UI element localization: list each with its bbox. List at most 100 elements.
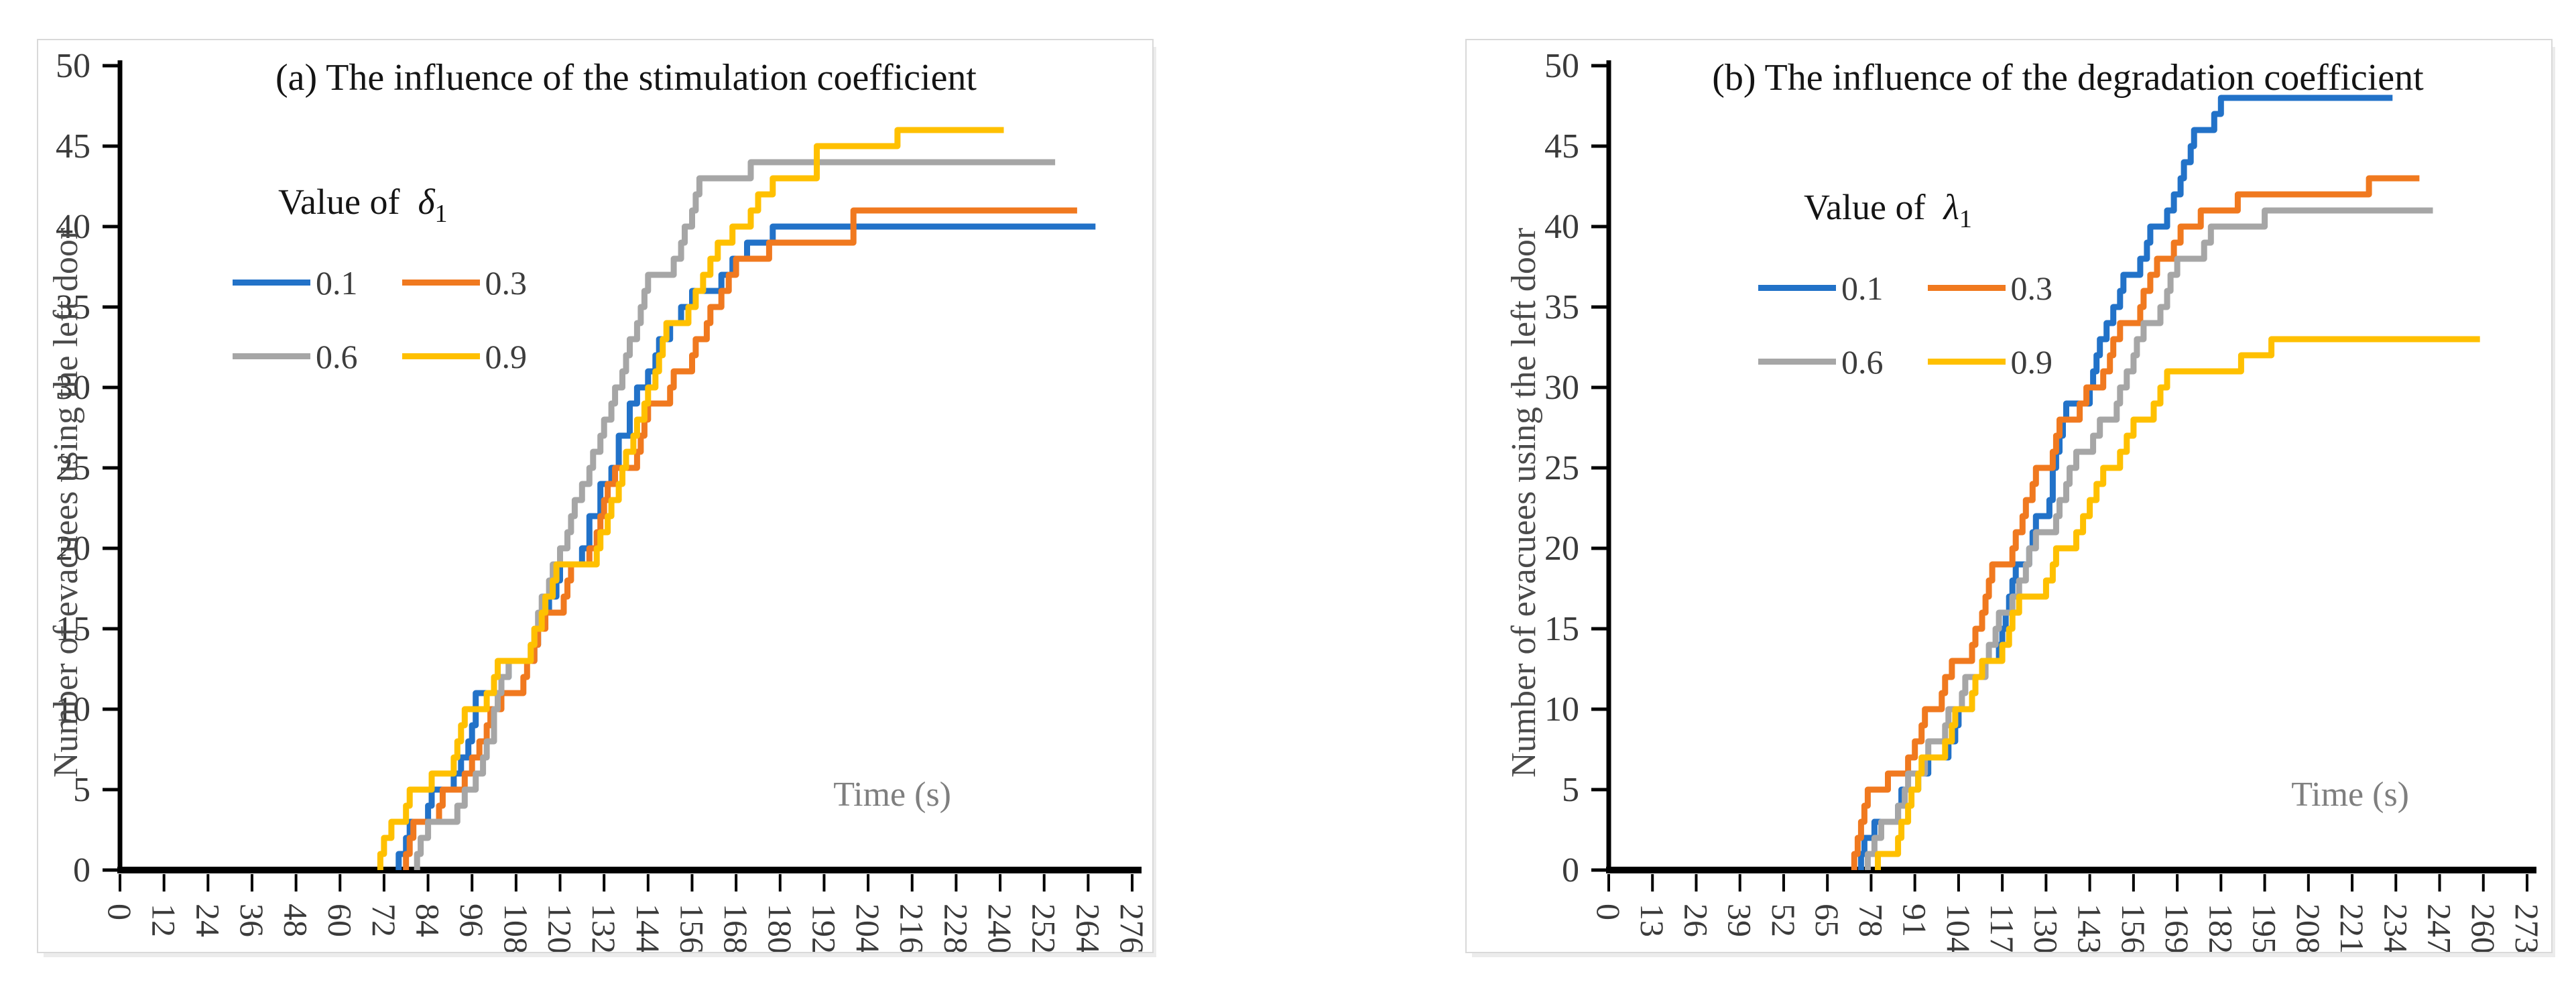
- legend-grid-a: 0.1 0.3 0.6 0.9: [233, 263, 527, 376]
- x-tick-label: 39: [1721, 904, 1759, 937]
- x-tick-label: 204: [849, 904, 887, 952]
- y-tick-label: 15: [1544, 610, 1579, 648]
- x-tick-label: 91: [1896, 904, 1934, 937]
- x-tick-label: 13: [1634, 904, 1671, 937]
- lambda-symbol: λ: [1943, 187, 1959, 227]
- y-tick-label: 50: [1544, 47, 1579, 85]
- y-tick-label: 0: [73, 851, 90, 889]
- x-tick-label: 228: [937, 904, 975, 952]
- legend-swatch-b-0.1: [1758, 285, 1836, 292]
- y-tick-label: 25: [1544, 449, 1579, 487]
- x-axis-label-b: Time (s): [2291, 776, 2409, 814]
- legend-grid-b: 0.1 0.3 0.6 0.9: [1758, 269, 2052, 381]
- legend-label-a-0.6: 0.6: [316, 337, 358, 375]
- y-axis-title-b: Number of evacuees using the left door: [1505, 227, 1543, 778]
- y-axis-title-a: Number of evacuees using the left door: [47, 227, 85, 778]
- x-tick-label: 144: [629, 904, 667, 952]
- x-tick-label: 156: [673, 904, 711, 952]
- delta-symbol: δ: [418, 182, 435, 222]
- y-tick-label: 5: [1562, 771, 1579, 809]
- legend-item-a-0.9: 0.9: [402, 337, 527, 376]
- legend-label-a-0.1: 0.1: [316, 263, 358, 302]
- x-tick-label: 192: [805, 904, 843, 952]
- x-tick-label: 216: [894, 904, 931, 952]
- legend-label-b-0.1: 0.1: [1841, 269, 1884, 307]
- x-tick-label: 260: [2465, 904, 2502, 952]
- legend-title-b: Value of λ1: [1804, 187, 1972, 233]
- x-tick-label: 252: [1026, 904, 1063, 952]
- legend-item-b-0.3: 0.3: [1927, 269, 2053, 308]
- x-axis-label-a: Time (s): [833, 776, 951, 814]
- legend-swatch-a-0.3: [402, 280, 480, 286]
- x-tick-label: 156: [2115, 904, 2152, 952]
- legend-swatch-a-0.1: [233, 280, 310, 286]
- series-line-0.3: [1851, 175, 2420, 870]
- x-tick-label: 65: [1808, 904, 1846, 937]
- x-tick-label: 60: [321, 904, 359, 937]
- x-tick-label: 276: [1113, 904, 1151, 952]
- legend-item-b-0.1: 0.1: [1758, 269, 1884, 308]
- x-tick-label: 120: [542, 904, 579, 952]
- x-tick-label: 108: [497, 904, 535, 952]
- legend-label-b-0.9: 0.9: [2010, 343, 2053, 381]
- legend-label-b-0.3: 0.3: [2010, 269, 2053, 307]
- legend-swatch-b-0.9: [1927, 359, 2006, 365]
- chart-panel-b: 0 5 10 15 20 25 30 35 40 45 50 0 13 26 39 52 65 78 91 104 11…: [1465, 39, 2553, 953]
- y-tick-label: 45: [1544, 127, 1579, 166]
- series-line-0.9: [1875, 336, 2480, 870]
- x-tick-label: 96: [453, 904, 491, 937]
- x-tick-label: 132: [585, 904, 623, 952]
- x-tick-label: 195: [2246, 904, 2284, 952]
- y-tick-label: 10: [56, 690, 90, 729]
- legend-swatch-b-0.6: [1758, 359, 1836, 365]
- y-tick-label: 30: [1544, 369, 1579, 407]
- y-tick-label: 40: [56, 208, 90, 246]
- y-tick-label: 10: [1544, 690, 1579, 729]
- legend-item-b-0.6: 0.6: [1758, 343, 1884, 381]
- x-tick-label: 0: [1590, 904, 1628, 920]
- y-tick-label: 0: [1562, 851, 1579, 889]
- chart-plot-a: 0 5 10 15 20 25 30 35 40 45 50 0 12 24 36 48 60 72 84 96 108…: [56, 47, 1151, 952]
- legend-item-a-0.1: 0.1: [233, 263, 358, 302]
- x-tick-label: 273: [2508, 904, 2546, 952]
- x-tick-label: 143: [2071, 904, 2109, 952]
- y-tick-label: 25: [56, 449, 90, 487]
- x-tick-label: 72: [365, 904, 403, 937]
- chart-plot-b: 0 5 10 15 20 25 30 35 40 45 50 0 13 26 39 52 65 78 91 104 11…: [1544, 47, 2546, 952]
- x-tick-label: 130: [2027, 904, 2065, 952]
- y-tick-label: 20: [1544, 530, 1579, 568]
- y-tick-label: 45: [56, 127, 90, 166]
- legend-item-b-0.9: 0.9: [1927, 343, 2053, 381]
- x-tick-label: 12: [145, 904, 183, 937]
- x-tick-label: 182: [2202, 904, 2240, 952]
- y-tick-label: 35: [56, 288, 90, 326]
- y-tick-label: 20: [56, 530, 90, 568]
- x-tick-label: 180: [761, 904, 799, 952]
- y-tick-label: 35: [1544, 288, 1579, 326]
- x-tick-label: 169: [2158, 904, 2196, 952]
- x-tick-label: 168: [717, 904, 755, 952]
- y-tick-label: 15: [56, 610, 90, 648]
- chart-title-a: (a) The influence of the stimulation coe…: [275, 57, 977, 99]
- x-tick-label: 78: [1852, 904, 1890, 937]
- x-tick-label: 221: [2333, 904, 2371, 952]
- chart-panel-a: 0 5 10 15 20 25 30 35 40 45 50 0 12 24 36 48 60 72 84 96 108…: [37, 39, 1154, 953]
- x-tick-label: 234: [2377, 904, 2414, 952]
- x-tick-label: 247: [2421, 904, 2459, 952]
- x-tick-label: 208: [2290, 904, 2327, 952]
- legend-a: Value of δ1 0.1 0.3 0.6 0.9: [233, 181, 527, 376]
- y-tick-label: 50: [56, 47, 90, 85]
- x-tick-label: 264: [1069, 904, 1107, 952]
- x-tick-label: 0: [101, 904, 139, 920]
- x-tick-label: 52: [1765, 904, 1802, 937]
- legend-swatch-a-0.9: [402, 353, 480, 360]
- x-tick-label: 26: [1677, 904, 1715, 937]
- legend-label-b-0.6: 0.6: [1841, 343, 1884, 381]
- y-tick-label: 5: [73, 771, 90, 809]
- legend-label-a-0.3: 0.3: [485, 263, 528, 302]
- x-tick-label: 36: [233, 904, 271, 937]
- y-tick-label: 40: [1544, 208, 1579, 246]
- series-line-0.6: [414, 159, 1056, 870]
- legend-item-a-0.6: 0.6: [233, 337, 358, 376]
